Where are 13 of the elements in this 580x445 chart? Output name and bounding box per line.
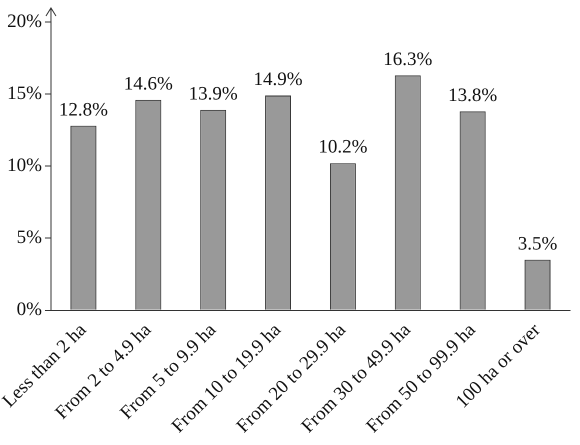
y-tick-label: 5% bbox=[16, 227, 42, 248]
data-label: 14.6% bbox=[124, 73, 173, 94]
data-label: 13.8% bbox=[448, 84, 498, 106]
data-label: 13.9% bbox=[188, 83, 238, 104]
data-label: 10.2% bbox=[318, 136, 368, 158]
data-label: 16.3% bbox=[383, 48, 433, 70]
data-label: 3.5% bbox=[518, 233, 558, 254]
data-label: 12.8% bbox=[58, 99, 108, 120]
data-label: 14.9% bbox=[254, 68, 303, 90]
y-tick-label: 20% bbox=[7, 10, 42, 32]
y-tick-label: 10% bbox=[7, 155, 42, 176]
y-tick-label: 15% bbox=[7, 83, 42, 104]
y-tick-label: 0% bbox=[16, 299, 42, 320]
